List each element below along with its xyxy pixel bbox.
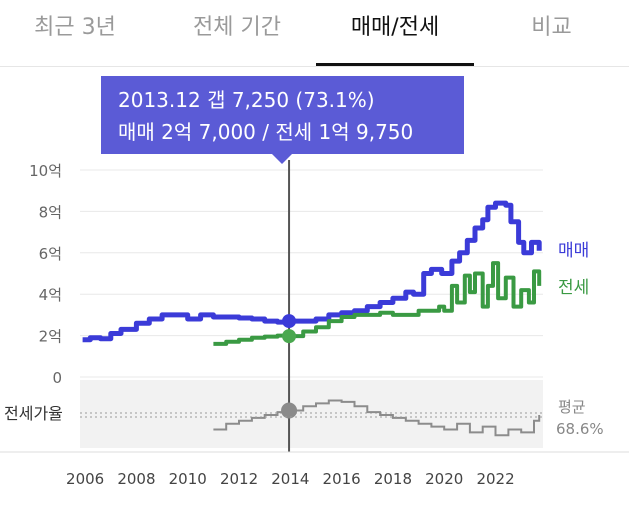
x-tick-label: 2012 — [220, 470, 258, 488]
y-tick-label: 10억 — [29, 162, 62, 180]
x-tick-label: 2018 — [374, 470, 412, 488]
y-tick-label: 6억 — [39, 245, 62, 263]
tab-sale-jeonse[interactable]: 매매/전세 — [350, 15, 440, 40]
tab-all-period[interactable]: 전체 기간 — [193, 15, 281, 40]
series-line-ratio — [213, 399, 541, 437]
x-tick-label: 2006 — [66, 470, 104, 488]
ratio-average-value: 68.6% — [556, 420, 604, 438]
marker-jeonse — [282, 329, 297, 344]
grid-lines — [80, 169, 543, 378]
x-tick-label: 2020 — [425, 470, 463, 488]
tooltip-arrow — [272, 154, 292, 164]
selection-markers — [80, 314, 543, 419]
x-tick-label: 2022 — [476, 470, 514, 488]
series-line-sale — [82, 200, 542, 343]
y-tick-label: 4억 — [39, 286, 62, 304]
tab-compare[interactable]: 비교 — [531, 15, 572, 40]
tooltip-gap-line: 2013.12 갭 7,250 (73.1%) — [118, 88, 375, 112]
ratio-label: 전세가율 — [4, 404, 63, 423]
tab-bar: 최근 3년 전체 기간 매매/전세 비교 — [0, 0, 629, 67]
data-tooltip: 2013.12 갭 7,250 (73.1%) 매매 2억 7,000 / 전세… — [101, 76, 464, 154]
ratio-average-label: 평균 — [558, 398, 586, 416]
active-tab-indicator — [316, 63, 474, 66]
x-tick-label: 2014 — [271, 470, 309, 488]
y-tick-label: 8억 — [39, 203, 62, 221]
ratio-panel-background — [80, 380, 543, 448]
series-label-sale: 매매 — [558, 241, 589, 261]
x-tick-label: 2016 — [323, 470, 361, 488]
x-tick-label: 2008 — [117, 470, 155, 488]
tooltip-price-line: 매매 2억 7,000 / 전세 1억 9,750 — [118, 120, 414, 144]
y-tick-label: 2억 — [39, 328, 62, 346]
y-axis-ticks: 0 2억 4억 6억 8억 10억 — [29, 162, 62, 387]
x-axis-ticks: 2006 2008 2010 2012 2014 2016 2018 2020 2022 — [66, 470, 515, 488]
marker-sale — [282, 314, 297, 329]
tab-recent-3-years[interactable]: 최근 3년 — [34, 15, 116, 40]
marker-ratio — [281, 402, 298, 419]
x-tick-label: 2010 — [169, 470, 207, 488]
series-line-jeonse — [213, 261, 542, 346]
series-label-jeonse: 전세 — [558, 278, 589, 298]
y-tick-label: 0 — [52, 369, 62, 387]
